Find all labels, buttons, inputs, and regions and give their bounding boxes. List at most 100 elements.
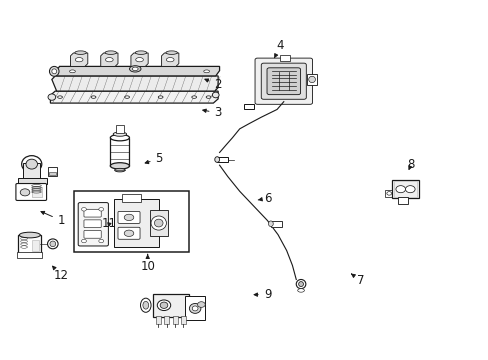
Bar xyxy=(149,210,167,237)
Ellipse shape xyxy=(142,301,148,309)
Ellipse shape xyxy=(105,51,116,54)
Circle shape xyxy=(81,207,86,211)
Ellipse shape xyxy=(135,51,146,54)
Ellipse shape xyxy=(110,163,129,169)
Text: 4: 4 xyxy=(274,40,284,58)
Polygon shape xyxy=(131,53,148,66)
Text: 9: 9 xyxy=(254,288,271,301)
Text: 10: 10 xyxy=(140,255,155,273)
Ellipse shape xyxy=(140,298,151,312)
Ellipse shape xyxy=(203,70,209,73)
Ellipse shape xyxy=(157,300,170,311)
Polygon shape xyxy=(50,91,218,103)
Bar xyxy=(391,180,418,198)
Ellipse shape xyxy=(58,96,62,98)
Polygon shape xyxy=(52,76,218,91)
Bar xyxy=(110,138,129,166)
Ellipse shape xyxy=(110,135,129,141)
Bar xyxy=(18,235,41,253)
Ellipse shape xyxy=(50,241,56,247)
Text: 6: 6 xyxy=(258,192,271,205)
FancyBboxPatch shape xyxy=(266,68,300,95)
Circle shape xyxy=(99,239,103,243)
Ellipse shape xyxy=(75,51,86,54)
Circle shape xyxy=(20,189,30,196)
Bar xyxy=(385,190,392,197)
Ellipse shape xyxy=(114,168,125,172)
Bar xyxy=(173,316,178,324)
Ellipse shape xyxy=(296,279,305,289)
FancyBboxPatch shape xyxy=(118,227,140,239)
Ellipse shape xyxy=(75,58,83,62)
Bar xyxy=(270,221,282,226)
Ellipse shape xyxy=(165,51,177,54)
Text: 11: 11 xyxy=(102,217,117,230)
Ellipse shape xyxy=(158,96,163,98)
Bar xyxy=(23,163,41,178)
Ellipse shape xyxy=(124,96,129,98)
Ellipse shape xyxy=(69,70,75,73)
Polygon shape xyxy=(70,53,88,66)
Bar xyxy=(17,252,42,258)
Circle shape xyxy=(405,186,414,193)
Ellipse shape xyxy=(132,67,138,71)
Ellipse shape xyxy=(214,157,219,162)
Ellipse shape xyxy=(48,94,56,100)
Circle shape xyxy=(81,239,86,243)
Bar xyxy=(74,190,189,252)
Ellipse shape xyxy=(206,96,210,98)
Ellipse shape xyxy=(26,159,38,169)
Ellipse shape xyxy=(154,219,163,227)
Bar xyxy=(122,194,141,202)
Bar xyxy=(156,316,160,324)
Bar xyxy=(306,74,317,85)
Bar xyxy=(32,187,42,197)
Ellipse shape xyxy=(113,132,126,136)
Bar xyxy=(153,294,189,317)
Bar xyxy=(48,167,57,176)
Ellipse shape xyxy=(47,239,58,249)
Bar xyxy=(49,171,56,175)
Text: 7: 7 xyxy=(351,274,364,287)
Text: 3: 3 xyxy=(203,107,222,120)
Ellipse shape xyxy=(19,232,41,238)
Ellipse shape xyxy=(129,66,141,72)
Polygon shape xyxy=(161,53,179,66)
Bar xyxy=(397,197,407,204)
Bar xyxy=(217,157,227,162)
Ellipse shape xyxy=(297,289,304,292)
Ellipse shape xyxy=(91,96,96,98)
Text: 12: 12 xyxy=(52,266,69,283)
Bar xyxy=(181,316,185,324)
Bar xyxy=(184,296,205,320)
Ellipse shape xyxy=(160,302,167,309)
Text: 1: 1 xyxy=(41,211,65,227)
FancyBboxPatch shape xyxy=(84,209,101,217)
Ellipse shape xyxy=(49,66,59,76)
Ellipse shape xyxy=(308,76,315,83)
FancyBboxPatch shape xyxy=(118,211,140,224)
Bar xyxy=(164,316,169,324)
Circle shape xyxy=(395,186,405,193)
Text: 5: 5 xyxy=(145,152,163,165)
Ellipse shape xyxy=(166,58,174,62)
Polygon shape xyxy=(56,66,219,76)
Circle shape xyxy=(386,192,391,195)
Ellipse shape xyxy=(268,221,273,226)
Circle shape xyxy=(197,302,205,307)
FancyBboxPatch shape xyxy=(84,220,101,228)
Ellipse shape xyxy=(189,303,201,313)
FancyBboxPatch shape xyxy=(16,184,46,201)
Circle shape xyxy=(99,207,103,211)
Text: 8: 8 xyxy=(407,158,414,171)
Polygon shape xyxy=(18,178,47,184)
Bar xyxy=(393,181,416,197)
Ellipse shape xyxy=(136,58,143,62)
Ellipse shape xyxy=(105,58,113,62)
Bar xyxy=(280,55,289,61)
Bar xyxy=(32,240,40,251)
Ellipse shape xyxy=(52,69,57,74)
Ellipse shape xyxy=(212,92,219,98)
Polygon shape xyxy=(101,53,118,66)
FancyBboxPatch shape xyxy=(261,63,305,99)
